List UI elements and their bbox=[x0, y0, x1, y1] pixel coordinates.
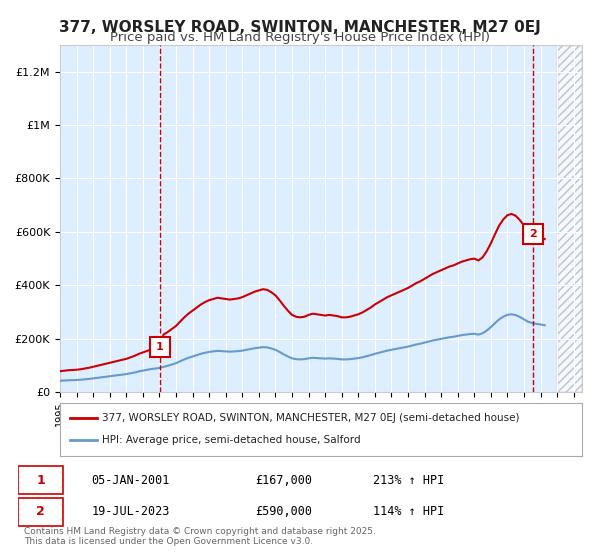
FancyBboxPatch shape bbox=[18, 466, 63, 494]
Text: 1: 1 bbox=[156, 342, 163, 352]
Text: 114% ↑ HPI: 114% ↑ HPI bbox=[373, 505, 445, 518]
Text: Price paid vs. HM Land Registry's House Price Index (HPI): Price paid vs. HM Land Registry's House … bbox=[110, 31, 490, 44]
Text: 1: 1 bbox=[36, 474, 45, 487]
Text: 19-JUL-2023: 19-JUL-2023 bbox=[91, 505, 170, 518]
Bar bbox=[557, 45, 582, 392]
Text: 213% ↑ HPI: 213% ↑ HPI bbox=[373, 474, 445, 487]
FancyBboxPatch shape bbox=[18, 498, 63, 526]
Text: 377, WORSLEY ROAD, SWINTON, MANCHESTER, M27 0EJ (semi-detached house): 377, WORSLEY ROAD, SWINTON, MANCHESTER, … bbox=[102, 413, 519, 423]
Text: £167,000: £167,000 bbox=[255, 474, 312, 487]
Text: HPI: Average price, semi-detached house, Salford: HPI: Average price, semi-detached house,… bbox=[102, 436, 361, 445]
Text: 2: 2 bbox=[529, 230, 537, 240]
Text: £590,000: £590,000 bbox=[255, 505, 312, 518]
Text: 377, WORSLEY ROAD, SWINTON, MANCHESTER, M27 0EJ: 377, WORSLEY ROAD, SWINTON, MANCHESTER, … bbox=[59, 20, 541, 35]
Text: Contains HM Land Registry data © Crown copyright and database right 2025.
This d: Contains HM Land Registry data © Crown c… bbox=[24, 526, 376, 546]
Text: 05-JAN-2001: 05-JAN-2001 bbox=[91, 474, 170, 487]
Text: 2: 2 bbox=[36, 505, 45, 518]
